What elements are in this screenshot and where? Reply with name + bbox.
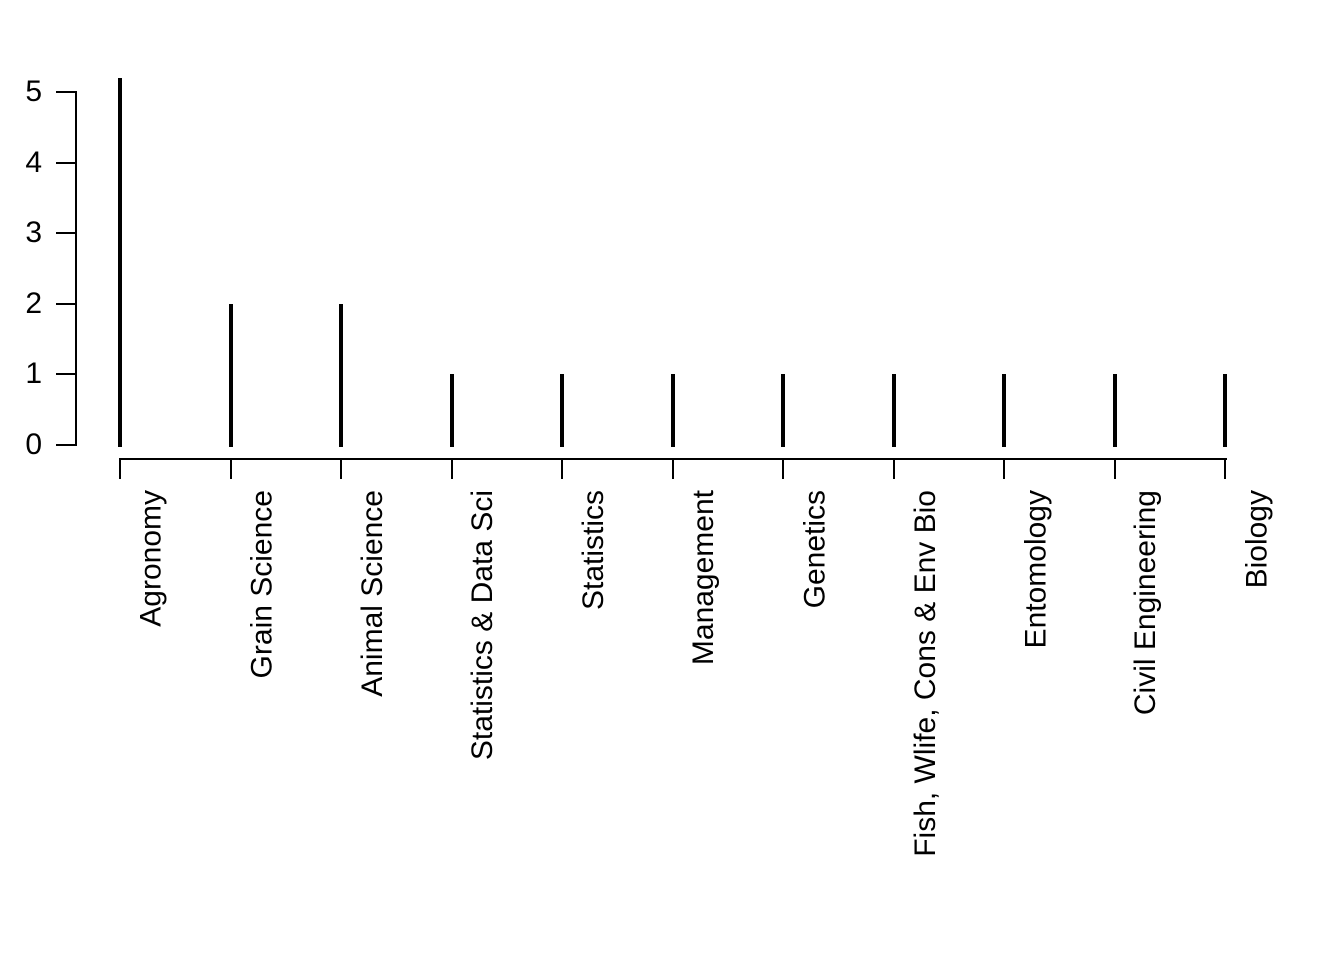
y-tick [56,232,76,235]
x-category-label: Management [687,490,721,666]
y-axis-line [75,91,77,446]
data-spike [891,374,896,447]
data-spike [781,374,785,447]
y-tick [56,161,76,164]
y-tick-label: 3 [25,216,42,250]
x-tick [229,459,232,479]
data-spike [449,374,454,447]
x-category-label: Entomology [1019,490,1052,649]
x-tick [671,459,674,479]
y-tick [56,302,76,305]
x-category-label: Fish, Wlife, Cons & Env Bio [908,490,942,857]
x-tick [119,459,121,479]
x-tick [450,459,453,479]
data-spike [339,303,343,447]
y-tick-label: 5 [25,75,42,108]
x-category-label: Statistics [577,490,610,611]
x-category-label: Animal Science [356,490,389,697]
y-tick-label: 1 [25,357,42,391]
y-tick [56,373,76,376]
data-spike [118,78,122,447]
x-tick [892,459,895,479]
data-spike [670,374,675,447]
x-tick [1003,459,1005,479]
data-spike [560,374,564,447]
y-tick-label: 2 [25,286,42,320]
x-tick [340,459,342,479]
x-category-label: Grain Science [245,490,279,679]
x-category-label: Genetics [798,490,831,609]
data-spike [1223,374,1227,447]
y-tick-label: 0 [25,428,42,461]
x-category-label: Biology [1240,490,1273,589]
x-tick [782,459,784,479]
x-category-label: Civil Engineering [1129,490,1163,716]
y-tick [56,444,76,446]
data-spike [1002,374,1006,447]
data-spike [228,303,233,447]
x-category-label: Statistics & Data Sci [466,490,500,761]
x-category-label: Agronomy [135,490,168,627]
y-tick-label: 4 [25,145,42,179]
y-tick [56,91,76,93]
x-tick [1224,459,1226,479]
data-spike [1112,374,1117,447]
x-tick [1113,459,1116,479]
x-tick [561,459,563,479]
